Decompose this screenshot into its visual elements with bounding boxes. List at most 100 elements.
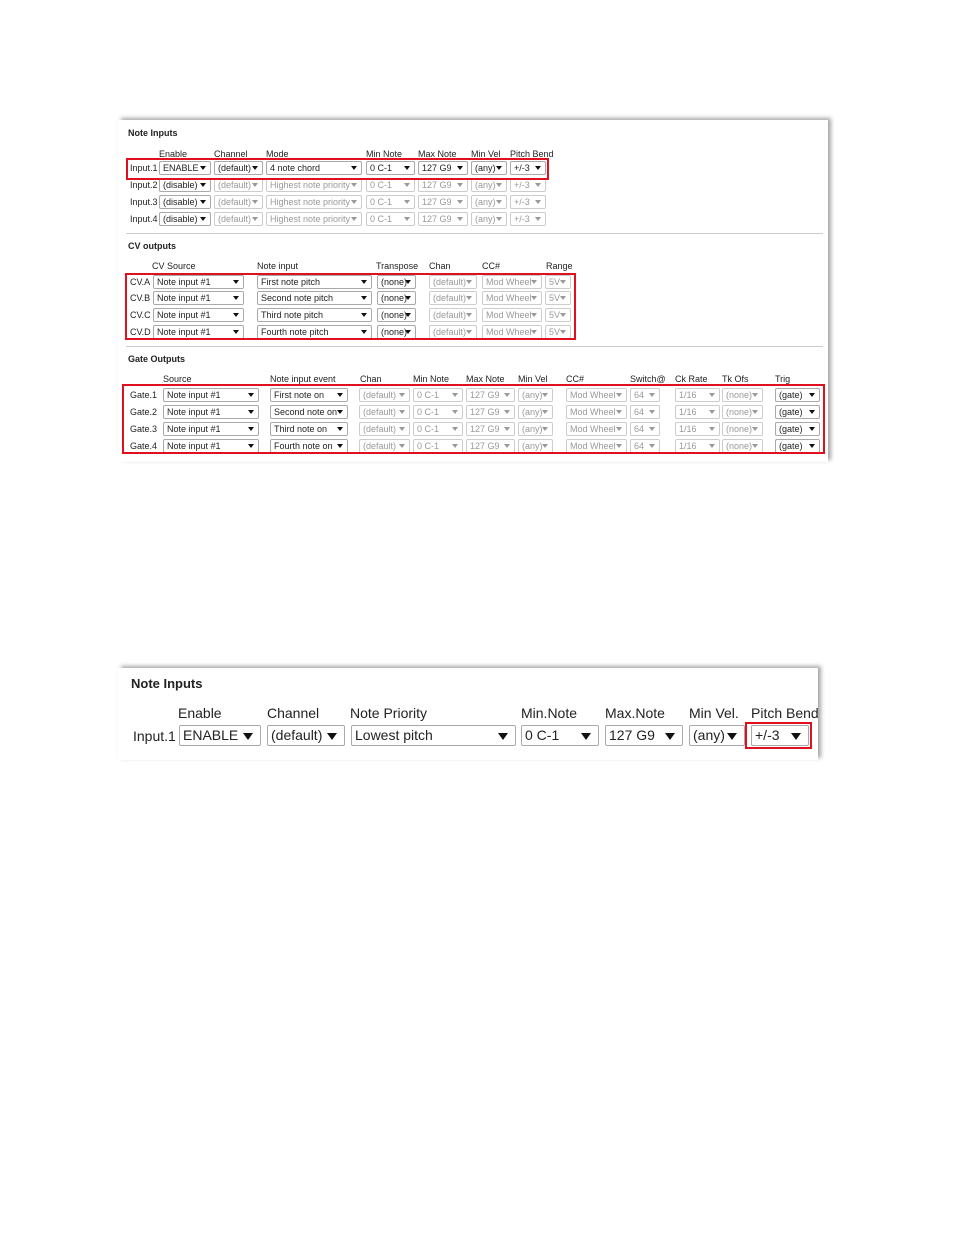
dropdown[interactable]: 0 C-1 xyxy=(366,178,415,192)
dropdown[interactable]: (default) xyxy=(359,388,410,402)
dropdown[interactable]: Second note pitch xyxy=(257,291,372,305)
dropdown[interactable]: (none) xyxy=(377,325,416,339)
dropdown[interactable]: (any) xyxy=(518,405,553,419)
dropdown[interactable]: (none) xyxy=(377,291,416,305)
dropdown[interactable]: 5V xyxy=(545,325,571,339)
dropdown[interactable]: ENABLE xyxy=(179,725,261,746)
dropdown[interactable]: 127 G9 xyxy=(418,178,468,192)
dropdown[interactable]: Third note on xyxy=(270,422,348,436)
dropdown[interactable]: 4 note chord xyxy=(266,161,362,175)
dropdown[interactable]: (default) xyxy=(214,161,263,175)
dropdown[interactable]: Note input #1 xyxy=(163,439,259,453)
dropdown[interactable]: (any) xyxy=(518,422,553,436)
dropdown[interactable]: +/-3 xyxy=(751,725,809,746)
dropdown[interactable]: Note input #1 xyxy=(163,388,259,402)
dropdown[interactable]: 5V xyxy=(545,291,571,305)
dropdown[interactable]: (default) xyxy=(267,725,345,746)
dropdown[interactable]: Note input #1 xyxy=(153,275,244,289)
dropdown[interactable]: Mod Wheel xyxy=(566,388,627,402)
dropdown[interactable]: (any) xyxy=(471,195,507,209)
dropdown[interactable]: Note input #1 xyxy=(163,422,259,436)
dropdown[interactable]: 127 G9 xyxy=(418,195,468,209)
dropdown[interactable]: (disable) xyxy=(159,178,211,192)
dropdown[interactable]: 127 G9 xyxy=(418,161,468,175)
dropdown[interactable]: Mod Wheel xyxy=(482,308,542,322)
dropdown[interactable]: Highest note priority xyxy=(266,212,362,226)
dropdown[interactable]: (any) xyxy=(518,388,553,402)
dropdown[interactable]: (none) xyxy=(377,275,416,289)
column-header: Range xyxy=(546,261,573,271)
dropdown[interactable]: 127 G9 xyxy=(605,725,683,746)
dropdown[interactable]: 64 xyxy=(630,388,660,402)
dropdown[interactable]: Lowest pitch xyxy=(351,725,516,746)
dropdown[interactable]: 0 C-1 xyxy=(521,725,599,746)
dropdown[interactable]: (default) xyxy=(214,178,263,192)
dropdown[interactable]: (default) xyxy=(429,291,477,305)
dropdown[interactable]: Third note pitch xyxy=(257,308,372,322)
dropdown[interactable]: 5V xyxy=(545,308,571,322)
dropdown[interactable]: 0 C-1 xyxy=(413,388,463,402)
highlight-box xyxy=(125,273,576,340)
dropdown[interactable]: Highest note priority xyxy=(266,178,362,192)
dropdown[interactable]: (default) xyxy=(214,195,263,209)
dropdown[interactable]: +/-3 xyxy=(510,161,546,175)
dropdown[interactable]: First note pitch xyxy=(257,275,372,289)
divider xyxy=(126,346,823,347)
dropdown[interactable]: 127 G9 xyxy=(466,405,515,419)
column-header: Ck Rate xyxy=(675,374,708,384)
column-header: Pitch Bend xyxy=(510,149,554,159)
section-title: Note Inputs xyxy=(128,128,178,138)
dropdown[interactable]: Mod Wheel xyxy=(566,422,627,436)
dropdown[interactable]: (none) xyxy=(722,388,763,402)
dropdown[interactable]: (none) xyxy=(722,405,763,419)
dropdown[interactable]: (none) xyxy=(722,422,763,436)
dropdown[interactable]: +/-3 xyxy=(510,212,546,226)
dropdown[interactable]: 64 xyxy=(630,405,660,419)
dropdown[interactable]: 0 C-1 xyxy=(366,161,415,175)
dropdown[interactable]: (default) xyxy=(429,308,477,322)
dropdown[interactable]: +/-3 xyxy=(510,178,546,192)
dropdown[interactable]: 0 C-1 xyxy=(366,212,415,226)
dropdown[interactable]: +/-3 xyxy=(510,195,546,209)
dropdown[interactable]: ENABLE xyxy=(159,161,211,175)
dropdown[interactable]: (gate) xyxy=(775,422,820,436)
dropdown[interactable]: (gate) xyxy=(775,388,820,402)
dropdown[interactable]: (gate) xyxy=(775,405,820,419)
dropdown[interactable]: First note on xyxy=(270,388,348,402)
dropdown[interactable]: (default) xyxy=(429,325,477,339)
dropdown[interactable]: (any) xyxy=(471,178,507,192)
dropdown[interactable]: 127 G9 xyxy=(418,212,468,226)
dropdown[interactable]: Note input #1 xyxy=(153,308,244,322)
dropdown[interactable]: 1/16 xyxy=(675,388,720,402)
dropdown[interactable]: 0 C-1 xyxy=(366,195,415,209)
dropdown[interactable]: (default) xyxy=(429,275,477,289)
row-label: Input.1 xyxy=(133,727,176,744)
dropdown[interactable]: 64 xyxy=(630,422,660,436)
dropdown[interactable]: Mod Wheel xyxy=(482,291,542,305)
dropdown[interactable]: 1/16 xyxy=(675,405,720,419)
dropdown[interactable]: (default) xyxy=(214,212,263,226)
dropdown[interactable]: (none) xyxy=(377,308,416,322)
dropdown[interactable]: Mod Wheel xyxy=(566,405,627,419)
dropdown[interactable]: (disable) xyxy=(159,195,211,209)
column-header: CC# xyxy=(482,261,501,271)
dropdown[interactable]: Mod Wheel xyxy=(482,275,542,289)
dropdown[interactable]: 5V xyxy=(545,275,571,289)
dropdown[interactable]: Highest note priority xyxy=(266,195,362,209)
dropdown[interactable]: 1/16 xyxy=(675,422,720,436)
dropdown[interactable]: (any) xyxy=(471,161,507,175)
dropdown[interactable]: (disable) xyxy=(159,212,211,226)
dropdown[interactable]: 0 C-1 xyxy=(413,422,463,436)
dropdown[interactable]: Note input #1 xyxy=(153,291,244,305)
dropdown[interactable]: Second note on xyxy=(270,405,348,419)
dropdown[interactable]: 0 C-1 xyxy=(413,405,463,419)
dropdown[interactable]: (any) xyxy=(689,725,745,746)
column-header: Max.Note xyxy=(605,705,665,721)
dropdown[interactable]: (default) xyxy=(359,422,410,436)
dropdown[interactable]: (default) xyxy=(359,405,410,419)
dropdown[interactable]: (any) xyxy=(471,212,507,226)
dropdown[interactable]: 127 G9 xyxy=(466,388,515,402)
dropdown[interactable]: 127 G9 xyxy=(466,422,515,436)
dropdown[interactable]: Note input #1 xyxy=(163,405,259,419)
dropdown[interactable]: 1/16 xyxy=(675,439,720,453)
